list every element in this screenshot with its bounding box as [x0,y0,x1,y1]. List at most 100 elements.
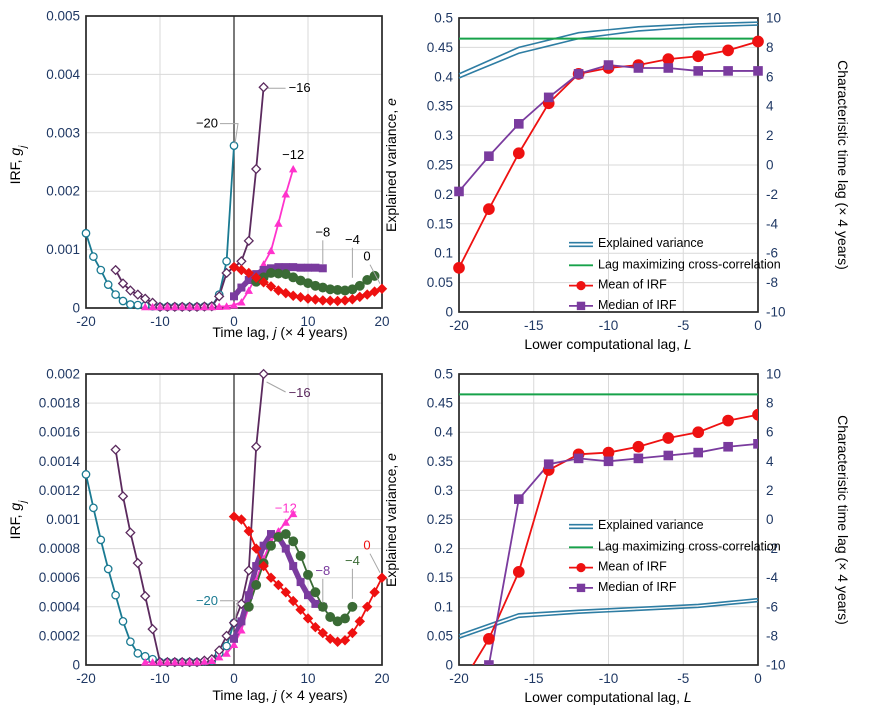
svg-text:0.003: 0.003 [46,125,80,140]
svg-text:-10: -10 [150,314,170,329]
svg-text:-10: -10 [766,658,786,673]
svg-text:Lag maximizing cross-correlati: Lag maximizing cross-correlation [598,539,781,553]
svg-text:0.35: 0.35 [427,99,453,114]
svg-text:0.25: 0.25 [427,158,453,173]
svg-text:10: 10 [766,11,781,26]
svg-text:0.4: 0.4 [434,69,453,84]
svg-text:0.2: 0.2 [434,187,453,202]
svg-text:Time lag, j (× 4 years): Time lag, j (× 4 years) [212,687,347,703]
svg-text:-4: -4 [766,216,778,231]
svg-text:-20: -20 [449,318,469,333]
svg-text:-20: -20 [449,671,469,686]
svg-text:-5: -5 [677,671,689,686]
svg-text:-20: -20 [76,671,96,686]
svg-text:Median of IRF: Median of IRF [598,298,677,312]
svg-text:0.0014: 0.0014 [39,454,81,469]
svg-text:Mean of IRF: Mean of IRF [598,560,667,574]
svg-text:0.15: 0.15 [427,570,453,585]
svg-text:Explained variance, e: Explained variance, e [383,98,399,232]
svg-text:0.002: 0.002 [46,184,80,199]
svg-text:−8: −8 [315,563,330,578]
svg-text:0.05: 0.05 [427,628,453,643]
svg-text:Lag maximizing cross-correlati: Lag maximizing cross-correlation [598,257,781,271]
svg-text:-8: -8 [766,275,778,290]
svg-text:6: 6 [766,69,774,84]
svg-text:Mean of IRF: Mean of IRF [598,278,667,292]
svg-text:-20: -20 [76,314,96,329]
svg-text:−16: −16 [289,80,311,95]
svg-text:0: 0 [754,671,762,686]
svg-text:0.5: 0.5 [434,11,453,26]
svg-text:−4: −4 [345,232,360,247]
svg-text:Lower computational lag, L: Lower computational lag, L [524,336,691,352]
svg-text:0.45: 0.45 [427,40,453,55]
svg-text:-4: -4 [766,570,778,585]
svg-text:0.3: 0.3 [434,483,453,498]
svg-text:0.001: 0.001 [46,242,80,257]
svg-text:−20: −20 [196,593,218,608]
svg-text:Explained variance: Explained variance [598,236,704,250]
svg-text:0: 0 [766,512,774,527]
svg-text:0.0012: 0.0012 [39,483,80,498]
svg-text:0.45: 0.45 [427,396,453,411]
svg-text:-10: -10 [766,305,786,320]
svg-text:0: 0 [363,249,370,264]
svg-text:0.0004: 0.0004 [39,599,81,614]
svg-text:0.0002: 0.0002 [39,628,80,643]
svg-text:-15: -15 [524,671,544,686]
svg-text:10: 10 [300,671,315,686]
svg-text:10: 10 [766,367,781,382]
svg-text:Explained variance: Explained variance [598,518,704,532]
svg-text:2: 2 [766,128,774,143]
svg-text:0.0016: 0.0016 [39,425,80,440]
svg-text:−16: −16 [289,385,311,400]
svg-text:0: 0 [766,158,774,173]
svg-text:0.0018: 0.0018 [39,396,80,411]
svg-text:20: 20 [374,314,389,329]
svg-text:Time lag, j (× 4 years): Time lag, j (× 4 years) [212,324,347,340]
svg-text:0.0006: 0.0006 [39,570,80,585]
svg-text:20: 20 [374,671,389,686]
svg-text:-10: -10 [599,318,619,333]
svg-text:-10: -10 [599,671,619,686]
svg-text:-10: -10 [150,671,170,686]
svg-text:Characteristic time lag (× 4 y: Characteristic time lag (× 4 years) [835,415,851,625]
svg-text:Median of IRF: Median of IRF [598,580,677,594]
svg-text:4: 4 [766,454,774,469]
svg-text:0.1: 0.1 [434,246,453,261]
svg-text:0.002: 0.002 [46,367,80,382]
svg-text:Characteristic time lag (× 4 y: Characteristic time lag (× 4 years) [835,60,851,270]
svg-text:-5: -5 [677,318,689,333]
svg-text:−12: −12 [275,500,297,515]
svg-text:0.5: 0.5 [434,367,453,382]
svg-text:2: 2 [766,483,774,498]
svg-text:0: 0 [230,671,238,686]
svg-text:0.05: 0.05 [427,275,453,290]
svg-text:8: 8 [766,40,774,55]
svg-text:Lower computational lag, L: Lower computational lag, L [524,689,691,705]
svg-text:−4: −4 [345,553,360,568]
svg-text:0.2: 0.2 [434,541,453,556]
svg-text:−8: −8 [315,224,330,239]
svg-text:-15: -15 [524,318,544,333]
svg-text:0.0008: 0.0008 [39,541,80,556]
svg-text:0: 0 [754,318,762,333]
svg-text:0.005: 0.005 [46,9,80,24]
svg-text:4: 4 [766,99,774,114]
svg-text:0.4: 0.4 [434,425,453,440]
svg-text:-6: -6 [766,599,778,614]
svg-text:6: 6 [766,425,774,440]
svg-text:-8: -8 [766,628,778,643]
svg-text:0: 0 [363,538,370,553]
svg-text:0.001: 0.001 [46,512,80,527]
svg-text:-2: -2 [766,187,778,202]
svg-text:0.15: 0.15 [427,216,453,231]
svg-text:0.004: 0.004 [46,67,80,82]
svg-text:−12: −12 [282,147,304,162]
svg-text:0.25: 0.25 [427,512,453,527]
svg-text:8: 8 [766,396,774,411]
svg-text:0.3: 0.3 [434,128,453,143]
svg-text:−20: −20 [196,116,218,131]
svg-text:Explained variance, e: Explained variance, e [383,453,399,587]
svg-text:0.1: 0.1 [434,599,453,614]
